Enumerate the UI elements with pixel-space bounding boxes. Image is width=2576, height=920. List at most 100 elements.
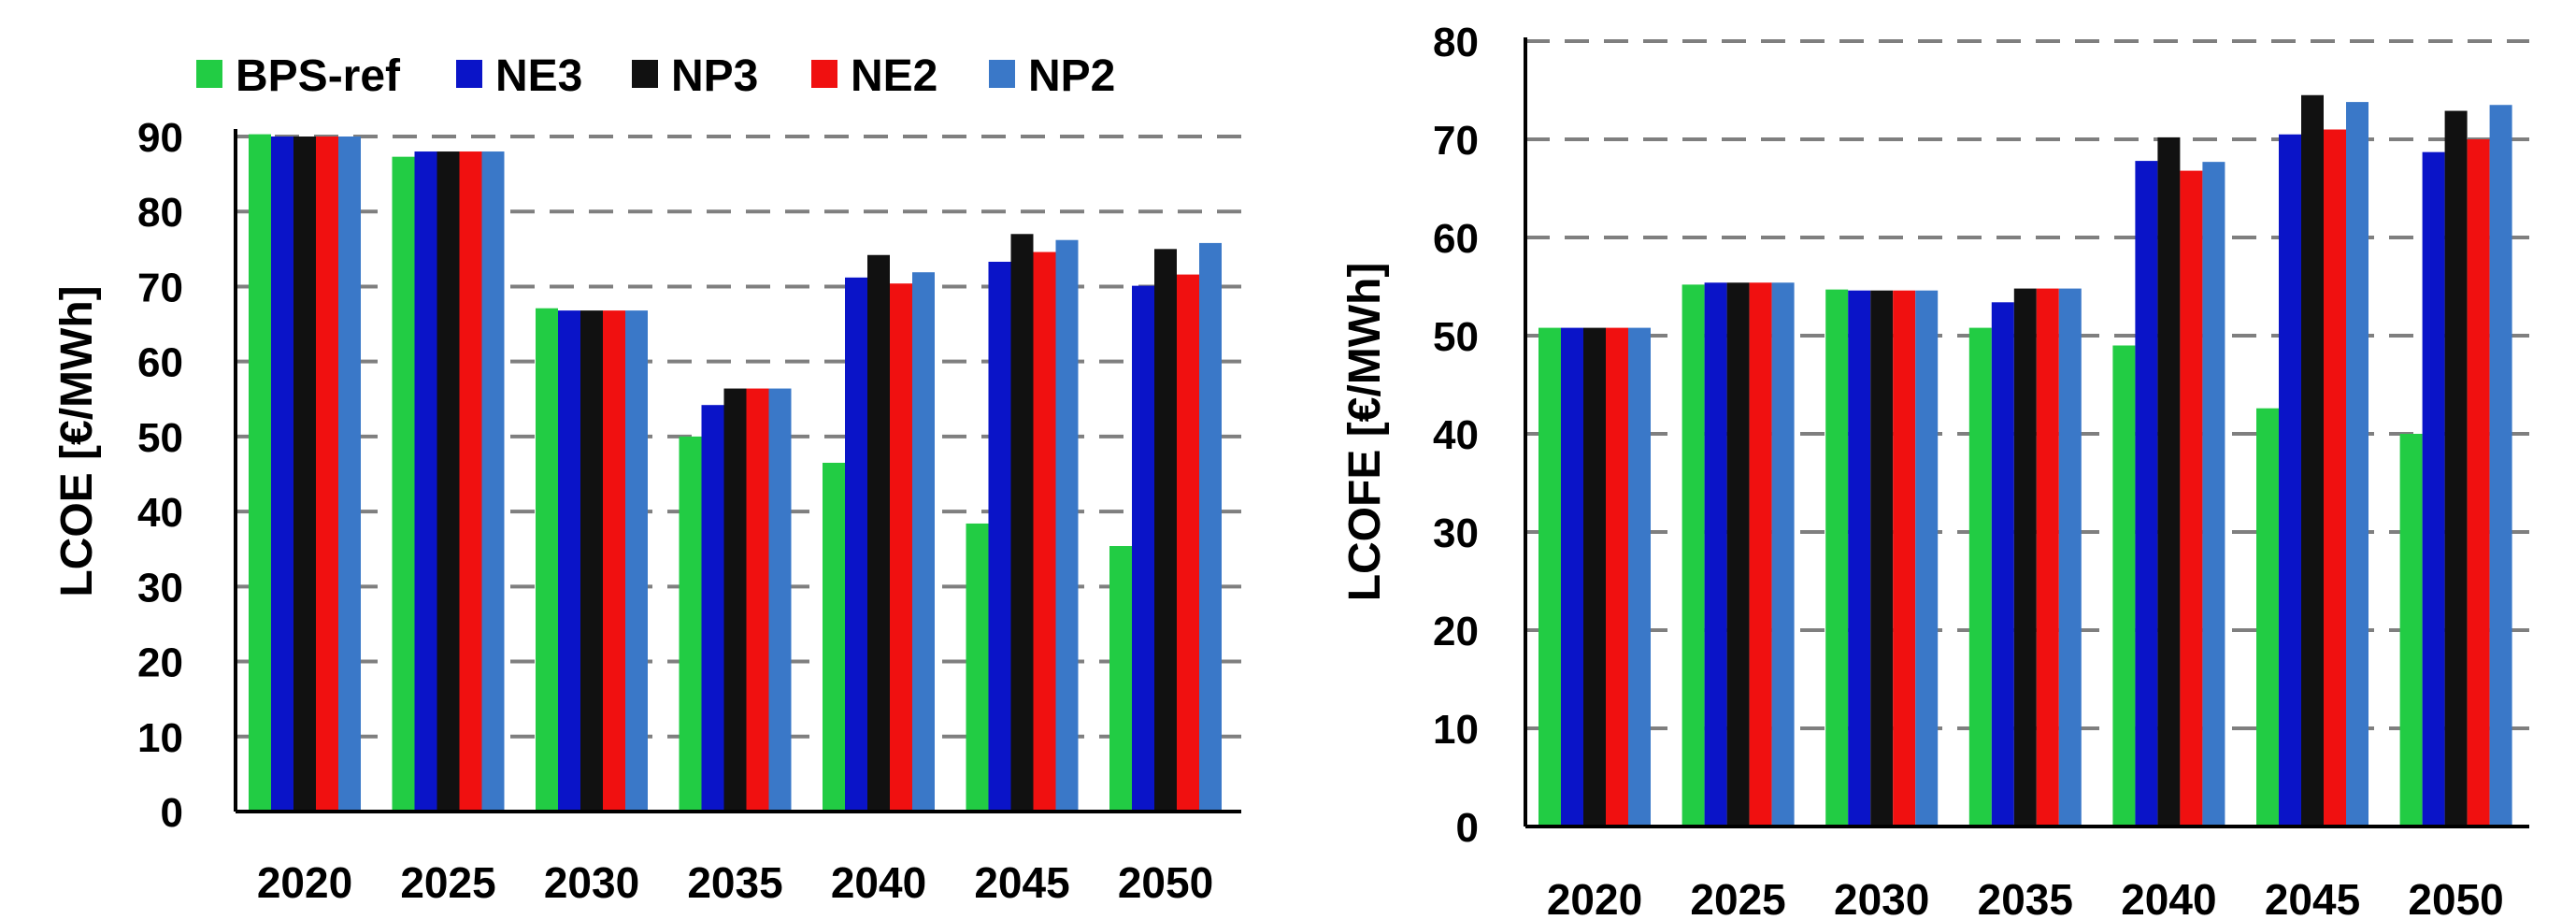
bar-ne3-2020	[1561, 327, 1583, 827]
y-tick-label: 0	[161, 790, 183, 836]
bar-bps-ref-2020	[249, 134, 271, 812]
bar-np2-2045	[2346, 102, 2368, 827]
bar-np3-2020	[293, 137, 316, 812]
bar-np3-2045	[2301, 94, 2324, 827]
chart-right-bars	[1538, 94, 2512, 827]
y-tick-label: 40	[1433, 412, 1479, 458]
y-tick-label: 70	[1433, 118, 1479, 164]
y-tick-label: 20	[1433, 609, 1479, 654]
x-tick-label: 2020	[1547, 875, 1642, 920]
bar-np3-2035	[723, 388, 747, 812]
bar-ne2-2025	[459, 151, 482, 812]
bar-ne3-2030	[558, 310, 580, 812]
chart-left-bars	[249, 134, 1222, 812]
bar-np3-2020	[1583, 327, 1606, 827]
legend-swatch-ne2	[811, 60, 837, 88]
legend-label-ne2: NE2	[851, 51, 937, 101]
bar-bps-ref-2035	[679, 436, 702, 812]
bar-np3-2050	[2444, 110, 2468, 827]
bar-ne2-2040	[2180, 170, 2203, 827]
y-tick-label: 60	[137, 340, 183, 386]
bar-bps-ref-2025	[1682, 284, 1705, 827]
x-tick-label: 2035	[687, 858, 782, 907]
legend-item-ne3: NE3	[456, 51, 582, 101]
bar-bps-ref-2030	[1825, 289, 1849, 827]
x-tick-label: 2035	[1978, 875, 2073, 920]
bar-bps-ref-2040	[2112, 345, 2136, 827]
bar-ne2-2025	[1749, 282, 1772, 827]
y-tick-label: 90	[137, 115, 183, 161]
bar-ne3-2025	[1704, 282, 1727, 827]
x-tick-label: 2040	[2121, 875, 2216, 920]
bar-bps-ref-2040	[823, 462, 845, 812]
bar-ne2-2020	[316, 137, 338, 812]
bar-np2-2035	[768, 388, 792, 812]
x-tick-label: 2025	[400, 858, 495, 907]
y-tick-label: 30	[1433, 510, 1479, 556]
x-tick-label: 2040	[831, 858, 926, 907]
bar-np2-2050	[2489, 105, 2512, 827]
chart-right-y-tick-labels: 0 10 20 30 40 50 60 70 80	[1433, 20, 1479, 851]
bar-ne3-2045	[988, 261, 1011, 812]
bar-ne2-2045	[1033, 252, 1056, 812]
bar-np2-2030	[625, 310, 648, 812]
legend: BPS-ref NE3 NP3 NE2 NP2	[196, 51, 1115, 101]
bar-ne3-2040	[845, 277, 867, 812]
bar-ne3-2050	[2422, 151, 2445, 827]
y-tick-label: 50	[1433, 314, 1479, 360]
bar-bps-ref-2035	[1968, 327, 1992, 827]
legend-swatch-bps-ref	[196, 60, 222, 88]
bar-np2-2025	[1771, 282, 1795, 827]
bar-ne2-2020	[1606, 327, 1628, 827]
bar-ne3-2035	[1991, 302, 2014, 827]
legend-item-ne2: NE2	[811, 51, 937, 101]
bar-ne3-2020	[271, 137, 293, 812]
x-tick-label: 2045	[974, 858, 1069, 907]
bar-np3-2025	[1726, 282, 1750, 827]
chart-left-x-tick-labels: 2020 2025 2030 2035 2040 2045 2050	[257, 858, 1213, 907]
legend-label-np3: NP3	[671, 51, 758, 101]
chart-left-y-tick-labels: 0 10 20 30 40 50 60 70 80 90	[137, 115, 183, 836]
legend-item-np2: NP2	[989, 51, 1115, 101]
bar-ne3-2030	[1848, 290, 1871, 827]
y-tick-label: 80	[1433, 20, 1479, 65]
bar-ne3-2040	[2135, 161, 2158, 827]
chart-left-axes	[234, 129, 1241, 813]
legend-label-bps-ref: BPS-ref	[236, 51, 401, 101]
bar-ne3-2050	[1132, 285, 1154, 812]
bar-bps-ref-2045	[966, 523, 989, 812]
x-tick-label: 2030	[1834, 875, 1929, 920]
bar-np3-2040	[867, 254, 890, 812]
bar-np2-2020	[338, 137, 361, 812]
legend-swatch-ne3	[456, 60, 482, 88]
bar-np3-2030	[1870, 290, 1894, 827]
bar-np3-2025	[436, 151, 460, 812]
x-tick-label: 2025	[1690, 875, 1785, 920]
bar-np2-2030	[1915, 290, 1939, 827]
bar-bps-ref-2050	[2399, 434, 2423, 827]
bar-ne2-2030	[1893, 290, 1916, 827]
chart-right-y-axis-label: LCOFE [€/MWh]	[1340, 263, 1390, 602]
x-tick-label: 2050	[2408, 875, 2503, 920]
y-tick-label: 30	[137, 565, 183, 611]
chart-right-x-tick-labels: 2020 2025 2030 2035 2040 2045 2050	[1547, 875, 2504, 920]
bar-np2-2045	[1055, 239, 1079, 812]
bar-np2-2040	[912, 272, 935, 812]
legend-swatch-np2	[989, 60, 1015, 88]
bar-np3-2050	[1154, 249, 1177, 812]
bar-bps-ref-2045	[2256, 408, 2279, 827]
y-tick-label: 20	[137, 640, 183, 686]
y-tick-label: 60	[1433, 216, 1479, 262]
bar-ne2-2045	[2324, 129, 2346, 827]
bar-ne3-2025	[414, 151, 437, 812]
bar-np3-2045	[1010, 234, 1034, 812]
y-tick-label: 10	[1433, 707, 1479, 753]
bar-ne2-2050	[1177, 274, 1199, 812]
bar-ne2-2035	[746, 388, 769, 812]
bar-ne2-2035	[2036, 288, 2059, 827]
legend-swatch-np3	[632, 60, 658, 88]
legend-item-np3: NP3	[632, 51, 758, 101]
